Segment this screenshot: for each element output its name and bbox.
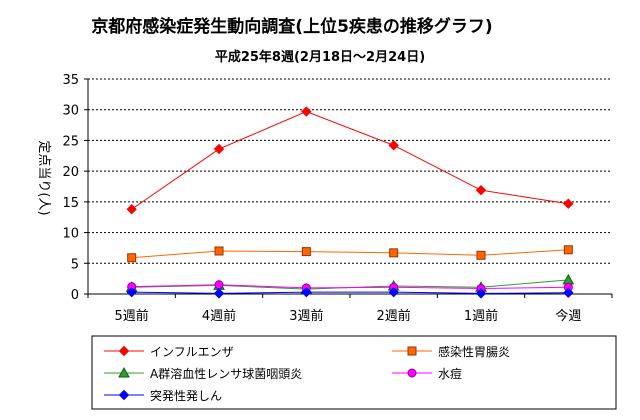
data-point [389,248,399,258]
series-4 [126,286,574,299]
legend-label: 突発性発しん [150,388,222,403]
data-point [475,184,487,196]
data-point [118,345,130,357]
x-tick-label: 3週前 [289,308,323,324]
data-point [214,246,224,256]
data-point [213,143,225,155]
data-point [476,250,486,260]
data-point [301,106,312,117]
data-point [563,198,574,209]
data-point [214,280,224,290]
series-layer [125,106,575,299]
series-2 [125,273,575,294]
legend-box [91,335,617,410]
y-tick-label: 35 [62,73,79,88]
data-point [563,287,574,298]
data-point [213,288,225,299]
series-line [131,111,569,210]
y-tick-label: 5 [71,257,79,272]
y-tick-label: 10 [62,227,79,242]
y-tick-label: 30 [62,104,79,119]
data-point [388,286,399,298]
legend-item: A群溶血性レンサ球菌咽頭炎 [104,366,302,381]
y-tick-label: 15 [62,196,79,211]
data-point [407,346,417,356]
y-tick-label: 25 [62,134,79,149]
y-tick-label: 20 [62,165,79,180]
y-axis-label: 定点当り(人) [36,140,51,215]
data-point [126,286,137,298]
y-tick-label: 0 [71,288,79,303]
data-point [475,288,487,299]
x-tick-label: 1週前 [464,308,498,324]
data-point [118,366,130,378]
data-point [388,140,399,151]
data-point [563,245,573,255]
axis-layer: 0 5 10 15 20 25 30 35 5週前 4週前 3週前 2週前 1週前 今週 定点当り(人) [36,73,613,324]
series-1 [127,245,573,263]
legend-item: 感染性胃腸炎 [392,344,510,359]
data-point [301,247,311,257]
x-tick-label: 今週 [555,308,581,324]
series-0 [126,106,574,215]
series-line [131,291,569,294]
legend-label: A群溶血性レンサ球菌咽頭炎 [150,366,302,381]
chart-subtitle: 平成25年8週(2月18日～2月24日) [215,49,425,65]
data-point [127,253,137,263]
legend-item: 水痘 [392,366,462,381]
chart-title: 京都府感染症発生動向調査(上位5疾患の推移グラフ) [91,16,492,37]
legend-label: 水痘 [438,366,462,381]
x-tick-label: 4週前 [202,308,236,324]
series-3 [127,280,573,293]
legend-label: 感染性胃腸炎 [438,344,510,359]
series-line [131,249,569,259]
data-point [562,273,575,285]
data-point [407,368,417,378]
x-tick-label: 5週前 [115,308,149,324]
data-point [126,204,137,215]
legend-item: インフルエンザ [104,345,234,359]
legend-label: インフルエンザ [150,345,234,359]
x-tick-label: 2週前 [377,308,411,324]
series-line [131,284,569,289]
legend-item: 突発性発しん [104,388,222,403]
data-point [301,286,312,298]
data-point [118,389,130,401]
